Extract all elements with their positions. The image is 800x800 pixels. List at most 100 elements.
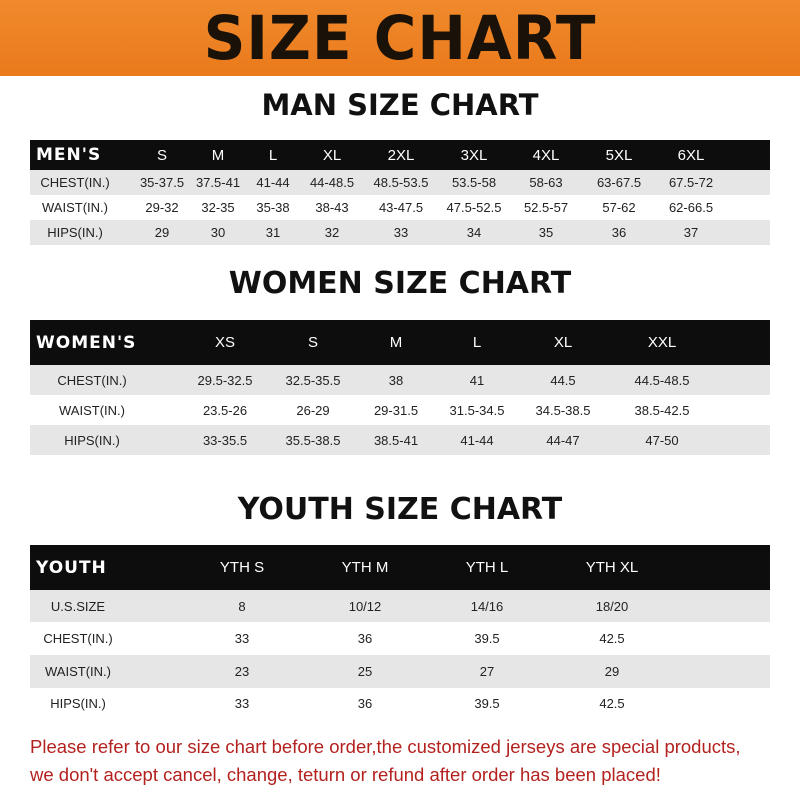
table-row: CHEST(IN.) 33 36 39.5 42.5: [30, 622, 770, 655]
cell: 63-67.5: [596, 175, 642, 190]
cell: M: [211, 146, 225, 164]
cell: 42.5: [599, 696, 625, 711]
cell: 48.5-53.5: [373, 175, 429, 190]
cell: 41-44: [256, 175, 290, 190]
cell: 67.5-72: [668, 175, 714, 190]
cell: 38.5-41: [373, 432, 419, 448]
order-note: Please refer to our size chart before or…: [30, 733, 790, 789]
cell: 6XL: [677, 146, 705, 164]
cell: 35-37.5: [139, 175, 185, 190]
cell: L: [268, 146, 278, 164]
cell: 41: [469, 372, 485, 388]
cell: 38-43: [315, 200, 349, 215]
table-header: WOMEN'S XS S M L XL XXL: [30, 320, 770, 365]
cell: 38.5-42.5: [634, 402, 690, 418]
cell: 18/20: [595, 598, 629, 614]
cell: 35-38: [256, 200, 290, 215]
cell: YTH XL: [585, 559, 639, 576]
cell: S: [307, 334, 319, 351]
cell: 31.5-34.5: [449, 402, 505, 418]
row-label: CHEST(IN.): [40, 175, 110, 190]
cell: 23.5-26: [202, 402, 248, 418]
cell: 14/16: [470, 598, 504, 614]
cell: 37.5-41: [195, 175, 241, 190]
cell: XL: [322, 146, 342, 164]
cell: XS: [214, 334, 236, 351]
banner: SIZE CHART: [0, 0, 800, 76]
cell: 4XL: [532, 146, 560, 164]
cell: 3XL: [460, 146, 488, 164]
table-row: HIPS(IN.) 33 36 39.5 42.5: [30, 688, 770, 719]
cell: 52.5-57: [523, 200, 569, 215]
table-row: U.S.SIZE 8 10/12 14/16 18/20: [30, 590, 770, 622]
cell: 29-32: [145, 200, 179, 215]
cell: 57-62: [602, 200, 636, 215]
cell: 42.5: [599, 631, 625, 646]
cell: 41-44: [460, 432, 494, 448]
cell: 27: [479, 664, 495, 679]
table-row: WAIST(IN.) 23 25 27 29: [30, 655, 770, 688]
cell: 29-31.5: [373, 402, 419, 418]
cell: 37: [683, 225, 699, 240]
row-label: WAIST(IN.): [59, 402, 125, 418]
women-title: WOMEN SIZE CHART: [228, 266, 572, 301]
row-label: CHEST(IN.): [57, 372, 127, 388]
cell: 43-47.5: [378, 200, 424, 215]
cell: 2XL: [387, 146, 415, 164]
table-row: CHEST(IN.) 35-37.5 37.5-41 41-44 44-48.5 48.5…: [30, 170, 770, 195]
cell: 44.5: [550, 372, 576, 388]
cell: 8: [238, 598, 246, 614]
cell: 10/12: [348, 598, 382, 614]
cell: M: [389, 334, 403, 351]
table-header: YOUTH YTH S YTH M YTH L YTH XL: [30, 545, 770, 590]
row-label: HIPS(IN.): [47, 225, 103, 240]
cell: 38: [388, 372, 404, 388]
cell: 31: [265, 225, 281, 240]
cell: 32.5-35.5: [285, 372, 341, 388]
banner-title: SIZE CHART: [203, 2, 597, 74]
cell: 5XL: [605, 146, 633, 164]
cell: 44-48.5: [309, 175, 355, 190]
men-title: MAN SIZE CHART: [261, 88, 539, 122]
row-label: YOUTH: [36, 557, 107, 578]
cell: 33: [393, 225, 409, 240]
row-label: WAIST(IN.): [45, 664, 111, 679]
cell: 36: [357, 631, 373, 646]
table-row: HIPS(IN.) 29 30 31 32 33 34 35 36 37: [30, 220, 770, 245]
cell: 29: [154, 225, 170, 240]
note-line-1: Please refer to our size chart before or…: [30, 736, 741, 757]
cell: 35.5-38.5: [285, 432, 341, 448]
cell: 25: [357, 664, 373, 679]
cell: 23: [234, 664, 250, 679]
cell: S: [156, 146, 168, 164]
table-row: HIPS(IN.) 33-35.5 35.5-38.5 38.5-41 41-44 44-…: [30, 425, 770, 455]
cell: YTH M: [341, 559, 389, 576]
row-label: HIPS(IN.): [50, 696, 106, 711]
cell: 35: [538, 225, 554, 240]
cell: 29.5-32.5: [197, 372, 253, 388]
cell: 32-35: [201, 200, 235, 215]
row-label: MEN'S: [36, 145, 102, 165]
cell: 30: [210, 225, 226, 240]
cell: YTH S: [219, 559, 265, 576]
cell: 53.5-58: [451, 175, 497, 190]
cell: 34.5-38.5: [535, 402, 591, 418]
cell: XL: [553, 334, 573, 351]
cell: 32: [324, 225, 340, 240]
table-row: WAIST(IN.) 29-32 32-35 35-38 38-43 43-47.5 47.…: [30, 195, 770, 220]
youth-title: YOUTH SIZE CHART: [237, 492, 563, 527]
cell: 26-29: [296, 402, 330, 418]
cell: 36: [357, 696, 373, 711]
cell: 29: [604, 664, 620, 679]
cell: 47-50: [645, 432, 679, 448]
table-header: MEN'S S M L XL 2XL 3XL 4XL 5XL 6XL: [30, 140, 770, 170]
cell: XXL: [647, 334, 677, 351]
cell: 33-35.5: [202, 432, 248, 448]
table-row: WAIST(IN.) 23.5-26 26-29 29-31.5 31.5-34.5 34…: [30, 395, 770, 425]
cell: 34: [466, 225, 482, 240]
cell: YTH L: [465, 559, 509, 576]
row-label: HIPS(IN.): [64, 432, 120, 448]
row-label: WAIST(IN.): [42, 200, 108, 215]
cell: 33: [234, 696, 250, 711]
row-label: U.S.SIZE: [50, 598, 106, 614]
